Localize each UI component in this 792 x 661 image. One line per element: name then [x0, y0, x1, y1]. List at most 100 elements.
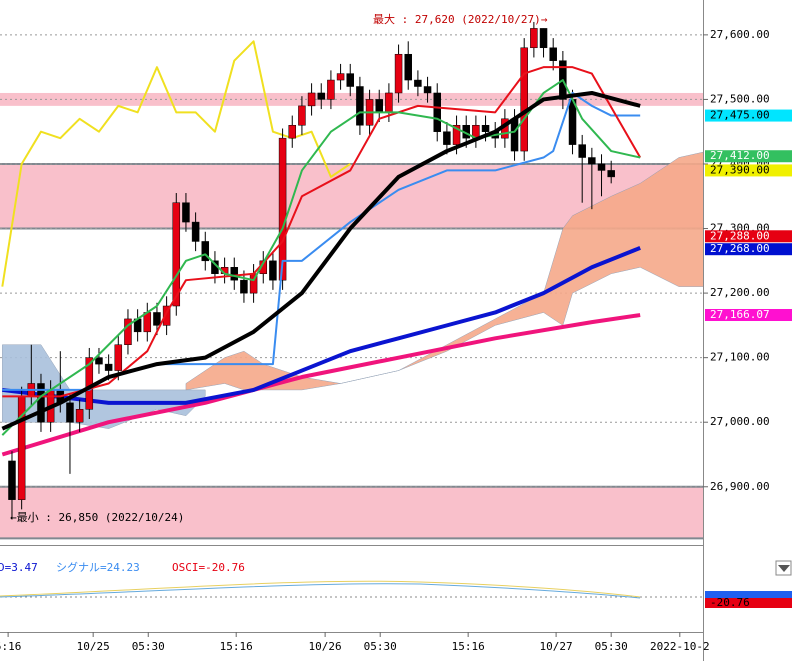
price-tag — [705, 109, 792, 122]
cloud — [185, 151, 703, 391]
price-tag-label: 27,390.00 — [710, 163, 770, 176]
plot-area — [0, 21, 703, 540]
signal-curve — [0, 580, 641, 598]
candle-body — [153, 312, 161, 326]
candle-body — [230, 267, 239, 281]
y-tick-label: 27,100.00 — [710, 351, 770, 364]
oscillator-pane: D=3.47 シグナル=24.23 OSCI=-20.76 -20.76 — [0, 560, 792, 609]
price-tag-label: 27,268.00 — [710, 242, 770, 255]
x-tick-label: 05:30 — [364, 640, 397, 653]
y-tick-label: 27,000.00 — [710, 415, 770, 428]
candle-body — [588, 157, 596, 165]
candle-body — [124, 318, 132, 345]
candle-body — [336, 73, 345, 81]
candle-body — [114, 344, 123, 371]
candle-body — [520, 47, 528, 152]
indicator-line — [1, 313, 641, 457]
time-axis-line — [0, 632, 703, 633]
y-tick-label: 26,900.00 — [710, 480, 770, 493]
candle-body — [443, 131, 451, 145]
candle-body — [95, 357, 103, 365]
candle-body — [375, 99, 383, 113]
y-tick-label: 27,600.00 — [710, 28, 770, 41]
y-tick-label: 27,200.00 — [710, 286, 770, 299]
candle-body — [201, 241, 210, 262]
macd-label: D=3.47 — [0, 561, 38, 574]
candle-body — [37, 383, 45, 423]
candle-body — [182, 202, 190, 223]
scroll-button[interactable] — [775, 560, 792, 576]
candle-body — [162, 305, 171, 326]
candle-body — [278, 137, 287, 281]
osci-label: OSCI=-20.76 — [172, 561, 245, 574]
candle-body — [104, 363, 113, 371]
x-tick-label: 10/27 — [540, 640, 573, 653]
x-tick-label: 10/26 — [309, 640, 342, 653]
candle-body — [530, 28, 538, 49]
main-pane: 26,900.00 27,000.00 27,100.00 27,200.00 27,3… — [0, 21, 792, 653]
x-tick-label: 15:16 — [220, 640, 253, 653]
candle-body — [510, 118, 519, 152]
x-tick-label: 05:30 — [595, 640, 628, 653]
candle-body — [66, 402, 74, 423]
candle-body — [578, 144, 586, 158]
price-tag-label: 27,288.00 — [710, 229, 770, 242]
x-tick-label: 5:16 — [0, 640, 21, 653]
candle-body — [539, 28, 548, 49]
candle-body — [356, 86, 364, 126]
candle-body — [298, 105, 306, 126]
min-note: ←最小 : 26,850 (2022/10/24) — [10, 511, 184, 524]
candle-body — [433, 92, 441, 132]
macd-curve — [0, 583, 641, 599]
price-tag — [705, 243, 792, 256]
candle-body — [307, 92, 316, 107]
indicator-line — [2, 66, 642, 398]
candle-body — [346, 73, 354, 87]
scroll-arrow[interactable] — [778, 565, 790, 572]
candle-body — [75, 409, 84, 423]
y-tick-label: 27,500.00 — [710, 92, 770, 105]
x-tick-label: 2022-10-2 — [650, 640, 710, 653]
x-tick-label: 15:16 — [452, 640, 485, 653]
candle-body — [452, 124, 461, 145]
candle-body — [597, 163, 606, 171]
indicator-line — [2, 91, 641, 391]
candle-body — [394, 53, 403, 94]
candle-body — [414, 79, 422, 87]
price-tag — [705, 164, 792, 177]
price-tag-label: 27,412.00 — [710, 149, 770, 162]
osc-tag — [705, 598, 792, 608]
candle-body — [317, 92, 325, 100]
x-tick-label: 05:30 — [132, 640, 165, 653]
candle-body — [481, 124, 490, 132]
indicator-line — [2, 246, 641, 405]
candle-body — [269, 260, 277, 281]
osc-tag-label: -20.76 — [710, 596, 750, 609]
price-tag — [705, 230, 792, 243]
band — [0, 486, 703, 539]
candle-body — [288, 124, 297, 139]
candle-body — [191, 221, 200, 242]
candle-body — [385, 92, 393, 113]
price-tag — [705, 150, 792, 163]
candle-body — [607, 170, 615, 178]
x-tick-label: 10/25 — [77, 640, 110, 653]
candle-body — [172, 202, 181, 307]
indicator-line — [1, 79, 641, 436]
candle-body — [17, 396, 26, 500]
price-tag — [705, 309, 792, 322]
pane-separator — [0, 545, 703, 546]
signal-label: シグナル=24.23 — [56, 560, 140, 574]
candle-body — [404, 53, 412, 81]
candle-body — [240, 279, 248, 294]
candle-body — [549, 47, 557, 61]
axis-separator — [703, 0, 704, 661]
candle-body — [423, 86, 432, 94]
candle-body — [327, 79, 335, 100]
price-tag-label: 27,166.07 — [710, 308, 770, 321]
max-note: 最大 : 27,620 (2022/10/27)→ — [373, 12, 548, 26]
candle-body — [8, 460, 16, 500]
candle-body — [143, 312, 152, 333]
indicator-line — [1, 90, 641, 431]
